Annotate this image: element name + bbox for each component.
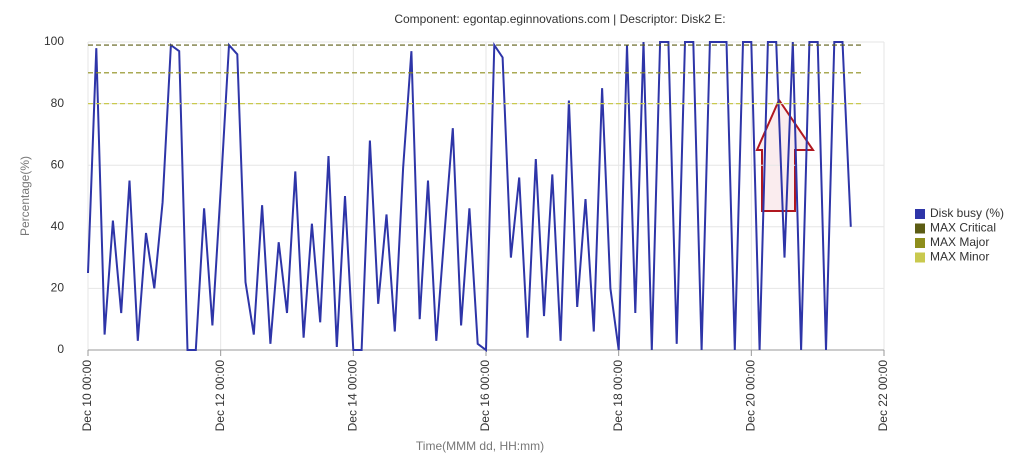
- legend-swatch: [915, 238, 925, 248]
- x-tick-label: Dec 18 00:00: [611, 360, 625, 432]
- x-tick-label: Dec 14 00:00: [346, 360, 360, 432]
- y-tick-label: 40: [51, 219, 65, 233]
- chart-title: Component: egontap.eginnovations.com | D…: [394, 12, 725, 26]
- y-tick-label: 60: [51, 157, 65, 171]
- legend-label: MAX Critical: [930, 221, 996, 235]
- legend-swatch: [915, 209, 925, 219]
- y-axis-label: Percentage(%): [18, 156, 32, 236]
- x-tick-label: Dec 12 00:00: [213, 360, 227, 432]
- legend-label: MAX Major: [930, 235, 989, 249]
- x-tick-label: Dec 10 00:00: [80, 360, 94, 432]
- data-line: [87, 41, 852, 352]
- y-tick-label: 100: [44, 34, 64, 48]
- legend-swatch: [915, 223, 925, 234]
- x-tick-label: Dec 20 00:00: [744, 360, 758, 432]
- x-axis-label: Time(MMM dd, HH:mm): [416, 439, 544, 453]
- x-tick-label: Dec 22 00:00: [876, 360, 890, 432]
- y-tick-label: 80: [51, 96, 65, 110]
- x-tick-label: Dec 16 00:00: [478, 360, 492, 432]
- y-tick-label: 0: [57, 342, 64, 356]
- y-tick-label: 20: [51, 281, 65, 295]
- legend-label: MAX Minor: [930, 250, 989, 264]
- annotation-arrow: [755, 97, 815, 212]
- legend-label: Disk busy (%): [930, 206, 1004, 220]
- legend-swatch: [915, 252, 925, 263]
